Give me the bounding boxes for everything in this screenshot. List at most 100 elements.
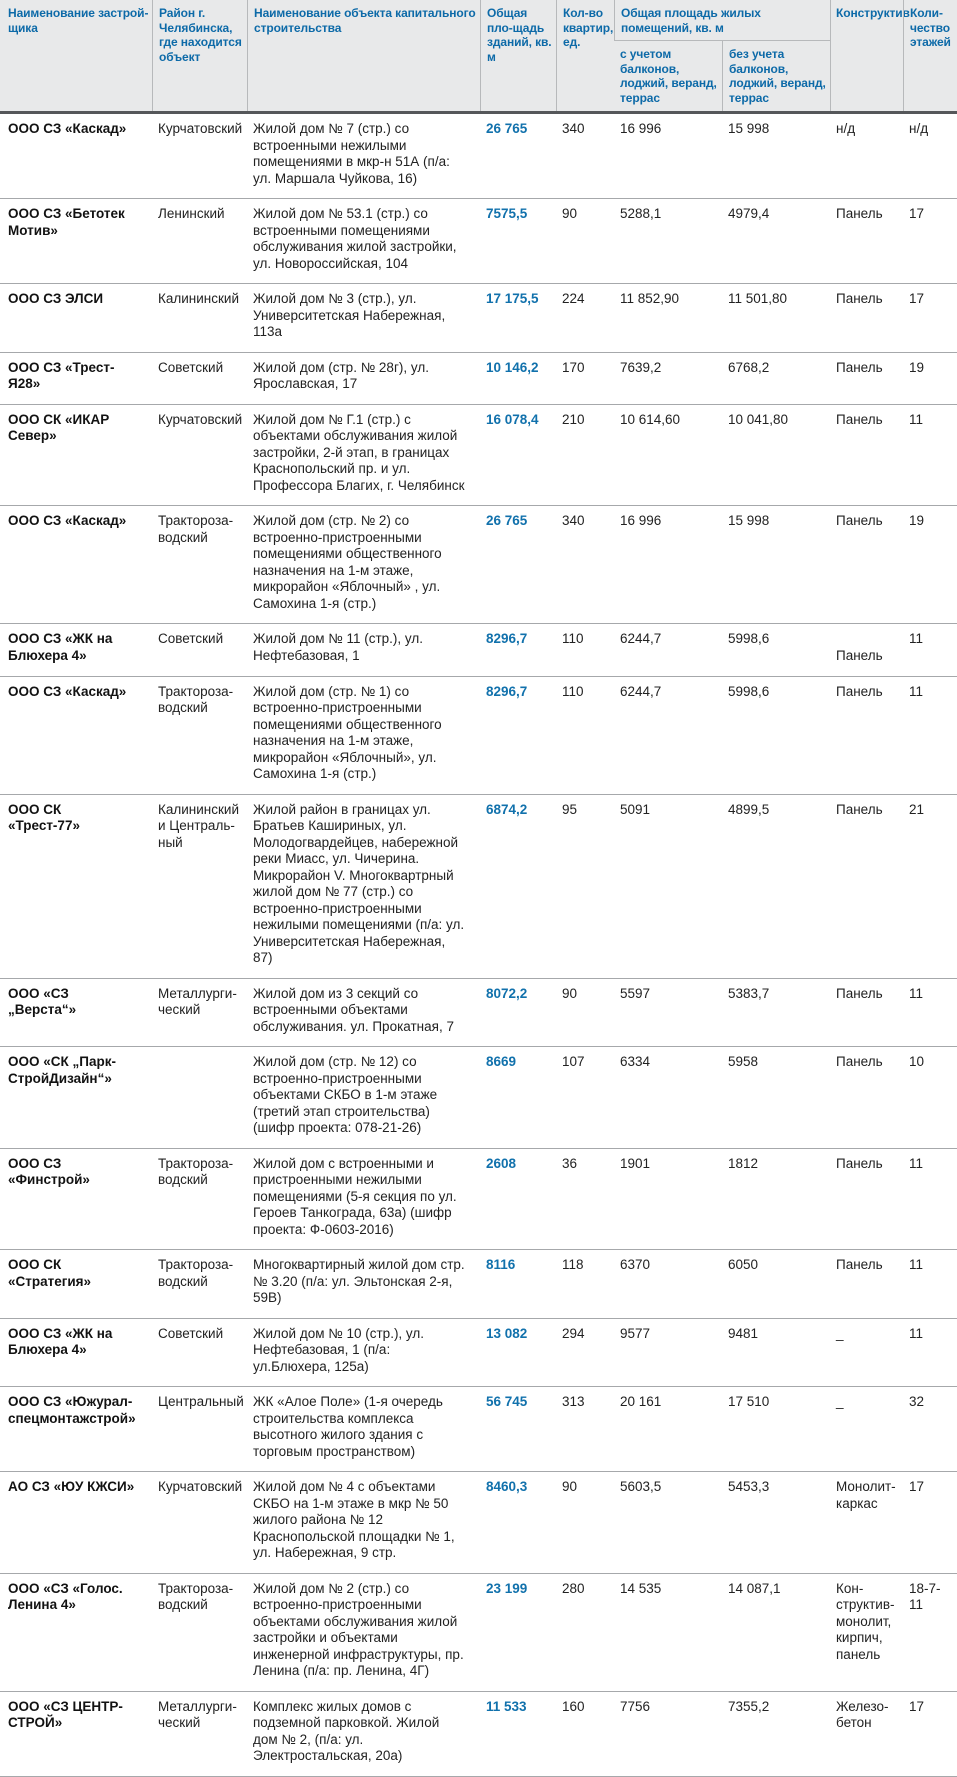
table-row: ООО СЗ «ЖК на Блюхера 4» Советский Жилой… [0,624,957,677]
floors-cell: 17 [909,1479,925,1494]
table-header: Наименование застрой-щика Район г. Челяб… [0,0,957,114]
area-without-balconies-cell: 11 501,80 [728,291,788,306]
floors-cell: 19 [909,513,925,528]
construction-cell: н/д [836,121,856,136]
developer-cell: ООО «СЗ ЦЕНТР-СТРОЙ» [8,1698,123,1731]
object-cell: Жилой дом № 4 с объектами СКБО на 1-м эт… [253,1479,455,1560]
area-with-balconies-cell: 5603,5 [620,1479,662,1494]
total-area-cell: 26 765 [486,513,528,528]
developer-cell: ООО СЗ «Трест-Я28» [8,359,115,392]
apartments-cell: 107 [562,1054,585,1069]
apartments-cell: 224 [562,291,585,306]
table-row: ООО «СК „Парк-СтройДизайн“» Жилой дом (с… [0,1047,957,1149]
apartments-cell: 118 [562,1257,584,1272]
construction-cell: Панель [836,985,883,1001]
object-cell: Жилой дом № 53.1 (стр.) со встроенными п… [253,206,457,271]
apartments-cell: 160 [562,1698,585,1714]
object-cell: Многоквартирный жилой дом стр. № 3.20 (п… [253,1257,465,1305]
total-area-cell: 6874,2 [486,801,528,817]
object-cell: Жилой район в границах ул. Братьев Кашир… [253,801,465,966]
area-with-balconies-cell: 6370 [620,1257,651,1272]
area-with-balconies-cell: 11 852,90 [620,291,680,306]
table-row: ООО СЗ «Каскад» Трактороза-водский Жилой… [0,506,957,624]
table-row: ООО «СЗ ЦЕНТР-СТРОЙ» Металлурги-ческий К… [0,1692,957,1777]
header-developer: Наименование застрой-щика [8,6,149,35]
table-body: ООО СЗ «Каскад» Курчатовский Жилой дом №… [0,114,957,1777]
area-without-balconies-cell: 6050 [728,1257,759,1272]
district-cell: Металлурги-ческий [158,985,237,1018]
apartments-cell: 90 [562,1479,578,1494]
object-cell: Жилой дом (стр. № 28г), ул. Ярославская,… [253,359,429,392]
area-without-balconies-cell: 14 087,1 [728,1580,781,1596]
object-cell: Жилой дом из 3 секций со встроенными объ… [253,985,454,1034]
area-with-balconies-cell: 5288,1 [620,206,662,221]
table-row: ООО СЗ «Каскад» Трактороза-водский Жилой… [0,677,957,795]
district-cell: Калининский [158,291,239,306]
header-living-area-group: Общая площадь жилых помещений, кв. м [614,0,830,40]
developer-cell: ООО СЗ «Каскад» [8,513,127,528]
district-cell: Ленинский [158,206,225,221]
total-area-cell: 17 175,5 [486,291,539,306]
area-with-balconies-cell: 10 614,60 [620,411,681,427]
district-cell: Трактороза-водский [158,1155,234,1188]
developer-cell: ООО СЗ «Каскад» [8,121,127,136]
area-without-balconies-cell: 5383,7 [728,985,770,1001]
object-cell: ЖК «Алое Поле» (1-я очередь строительств… [253,1394,443,1459]
construction-cell: Панель [836,683,883,699]
floors-cell: 11 [909,1257,924,1272]
district-cell: Трактороза-водский [158,1580,234,1613]
developer-cell: ООО СЗ «Южурал-спецмонтажстрой» [8,1394,136,1426]
area-with-balconies-cell: 7756 [620,1698,651,1714]
area-with-balconies-cell: 6244,7 [620,631,662,646]
developer-cell: ООО СК «ИКАР Север» [8,411,110,444]
developer-cell: ООО СЗ «ЖК на Блюхера 4» [8,1325,113,1358]
area-with-balconies-cell: 20 161 [620,1394,662,1409]
area-without-balconies-cell: 4899,5 [728,801,770,817]
apartments-cell: 110 [562,631,584,646]
district-cell: Трактороза-водский [158,1257,234,1289]
area-with-balconies-cell: 6244,7 [620,683,662,699]
object-cell: Жилой дом № 2 (стр.) со встроенно-пристр… [253,1580,464,1679]
object-cell: Жилой дом с встроенными и пристроенными … [253,1155,457,1237]
total-area-cell: 8460,3 [486,1479,528,1494]
district-cell: Курчатовский [158,121,243,136]
total-area-cell: 8116 [486,1257,516,1272]
floors-cell: н/д [909,121,929,136]
apartments-cell: 210 [562,411,585,427]
table-row: ООО «СЗ «Голос. Ленина 4» Трактороза-вод… [0,1574,957,1692]
floors-cell: 17 [909,291,925,306]
construction-cell: Панель [836,1257,883,1272]
construction-cell: Панель [836,648,883,663]
area-with-balconies-cell: 16 996 [620,121,662,136]
developer-cell: ООО СК «Трест-77» [8,801,80,834]
object-cell: Жилой дом (стр. № 1) со встроенно-пристр… [253,683,442,782]
apartments-cell: 294 [562,1325,585,1341]
construction-cell: Панель [836,1155,883,1171]
construction-cell: Панель [836,411,883,427]
developer-cell: ООО «СЗ „Верста“» [8,985,77,1018]
area-without-balconies-cell: 5453,3 [728,1479,770,1494]
area-without-balconies-cell: 9481 [728,1325,759,1341]
developer-cell: ООО СК «Стратегия» [8,1257,92,1289]
construction-cell: Панель [836,801,883,817]
developer-cell: ООО СЗ ЭЛСИ [8,291,104,306]
total-area-cell: 7575,5 [486,206,528,221]
table-row: ООО СЗ «Бетотек Мотив» Ленинский Жилой д… [0,199,957,284]
apartments-cell: 90 [562,985,578,1001]
area-without-balconies-cell: 4979,4 [728,206,770,221]
object-cell: Жилой дом (стр. № 12) со встроенно-прист… [253,1054,438,1135]
construction-cell: Панель [836,1054,883,1069]
total-area-cell: 11 533 [486,1698,527,1714]
developer-cell: ООО СЗ «ЖК на Блюхера 4» [8,631,113,663]
area-with-balconies-cell: 6334 [620,1054,651,1069]
construction-cell: Панель [836,513,883,528]
total-area-cell: 26 765 [486,121,528,136]
area-without-balconies-cell: 5998,6 [728,683,770,699]
developer-cell: ООО СЗ «Финстрой» [8,1155,90,1188]
floors-cell: 11 [909,1155,924,1171]
area-without-balconies-cell: 15 998 [728,513,770,528]
developer-cell: ООО СЗ «Бетотек Мотив» [8,206,125,238]
total-area-cell: 8296,7 [486,631,528,646]
table-row: ООО СЗ «Каскад» Курчатовский Жилой дом №… [0,114,957,199]
header-with-balconies: с учетом балконов, лоджий, веранд, терра… [614,40,722,111]
